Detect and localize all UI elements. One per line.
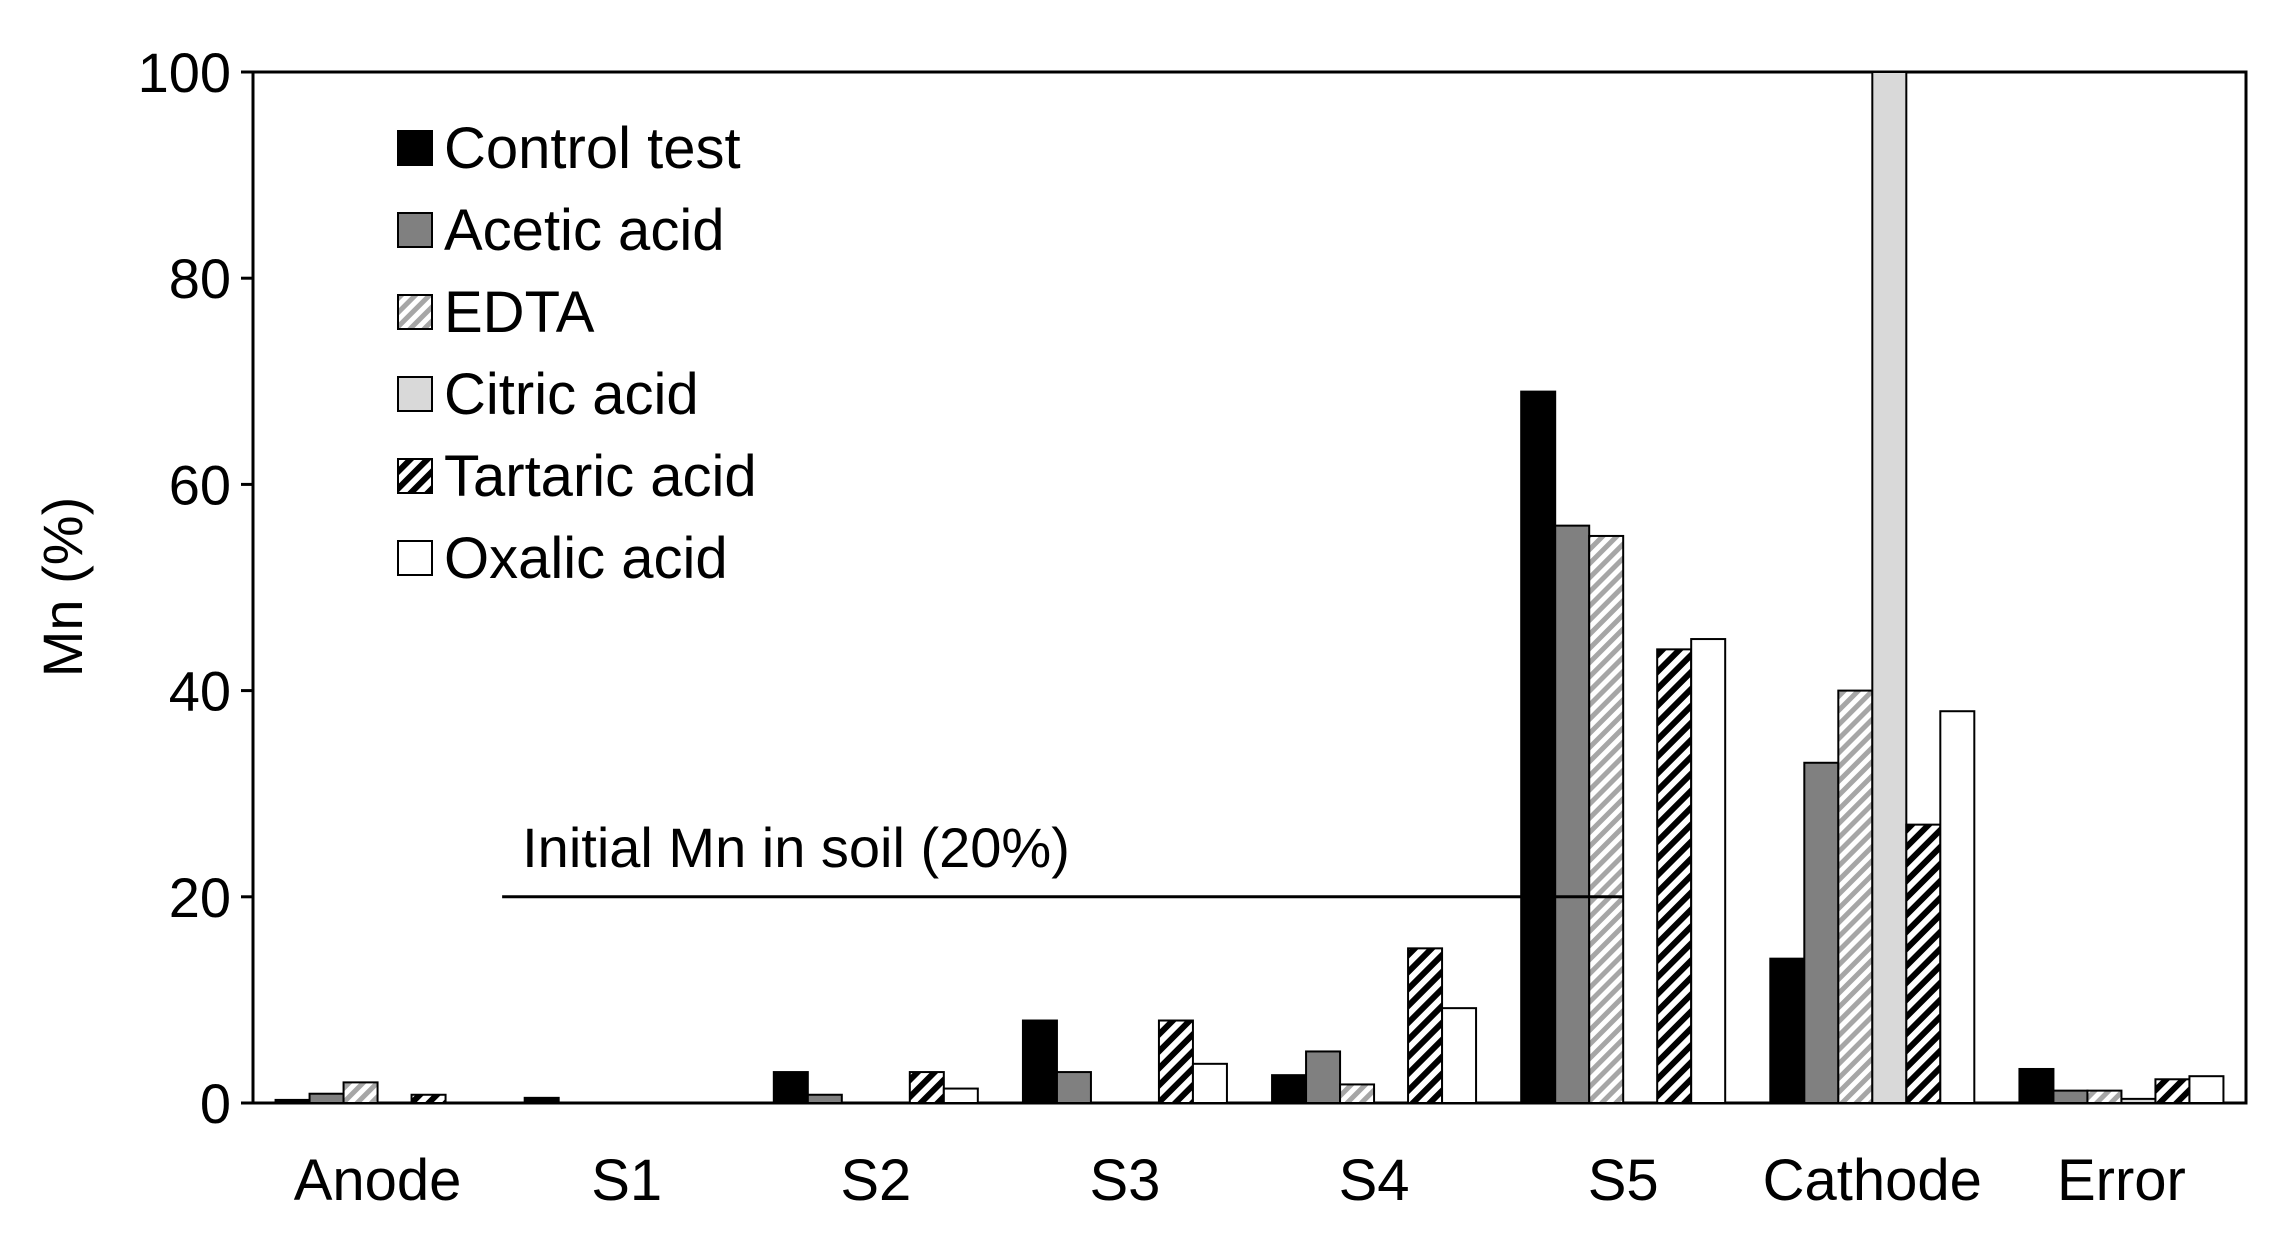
plot-area-frame [251,70,2248,1105]
bar [308,1092,345,1104]
bar [1939,710,1976,1104]
bar [1871,71,1908,1104]
legend-swatch [397,294,433,330]
x-tick-label: Anode [294,1148,462,1213]
legend-swatch [397,458,433,494]
bar [2052,1089,2089,1105]
bar [2120,1097,2157,1104]
bar [410,1093,447,1104]
bar [1769,957,1806,1104]
bar [1021,1019,1058,1105]
legend-label: Acetic acid [444,198,724,263]
bar [1905,823,1942,1104]
x-tick-label: S2 [840,1148,911,1213]
bar [1157,1019,1194,1105]
legend-swatch [397,540,433,576]
x-tick-label: S4 [1339,1148,1410,1213]
bar [1339,1083,1376,1105]
bar [2086,1089,2123,1105]
bar [2018,1067,2055,1105]
legend-label: Tartaric acid [444,444,757,509]
bar [1271,1074,1308,1104]
bars-group [274,71,2225,1105]
x-tick-label: Error [2057,1148,2186,1213]
x-tick-label: S5 [1588,1148,1659,1213]
legend-swatch [397,376,433,412]
bar [908,1071,945,1104]
bar [274,1098,311,1104]
legend-swatch [397,130,433,166]
legend-label: Citric acid [444,362,699,427]
bar [1837,689,1874,1104]
bar [1520,390,1557,1104]
bar [806,1093,843,1104]
legend: Control test Acetic acid EDTA Citric acid Ta… [397,116,757,591]
bar [942,1087,979,1105]
bar [523,1096,560,1104]
y-tick-label: 60 [169,453,231,516]
y-axis: 0 20 40 60 80 100 [138,41,253,1135]
y-tick-label: 0 [200,1072,231,1135]
bar [1407,947,1444,1104]
bar [2188,1075,2225,1104]
bar [1191,1062,1228,1105]
y-tick-label: 80 [169,247,231,310]
y-tick-label: 100 [138,41,231,104]
bar [1305,1050,1342,1104]
bar [2154,1078,2191,1104]
bar [1803,761,1840,1105]
legend-label: EDTA [444,280,595,345]
bar [1055,1071,1092,1104]
y-axis-title: Mn (%) [31,497,94,677]
y-tick-label: 20 [169,866,231,929]
x-tick-label: S3 [1089,1148,1160,1213]
legend-label: Oxalic acid [444,526,728,591]
annotation-label: Initial Mn in soil (20%) [522,816,1070,879]
bar [1656,648,1693,1104]
legend-label: Control test [444,116,741,181]
y-tick-label: 40 [169,660,231,723]
bar [1690,638,1727,1104]
x-tick-label: S1 [591,1148,662,1213]
bar [342,1081,379,1105]
bar [1441,1007,1478,1105]
bar [772,1071,809,1104]
x-axis: Anode S1 S2 S3 S4 S5 Cathode Error [294,1148,2186,1213]
annotation-group: Initial Mn in soil (20%) [502,816,1624,899]
legend-swatch [397,212,433,248]
bar [1554,524,1591,1104]
bar [1588,534,1625,1104]
x-tick-label: Cathode [1763,1148,1982,1213]
